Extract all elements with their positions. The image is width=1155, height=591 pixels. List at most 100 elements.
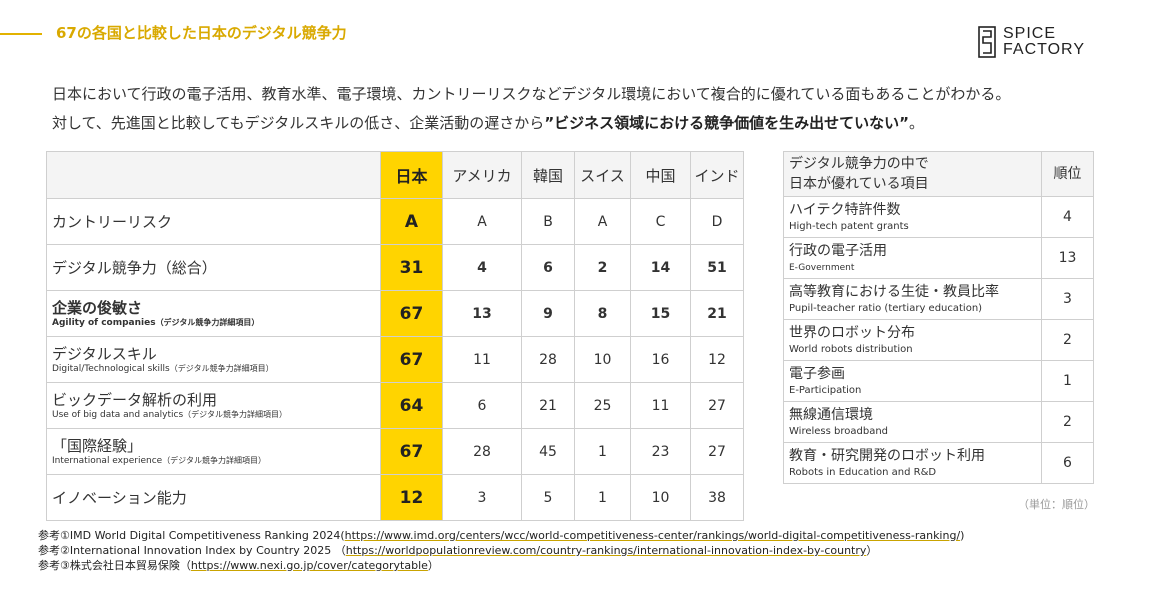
row-label-main: 「国際経験」 — [52, 436, 143, 455]
cell-china: 14 — [630, 244, 691, 291]
cell-india: 21 — [690, 290, 744, 337]
row-label: デジタル競争力（総合） — [46, 244, 381, 291]
strength-sub: Wireless broadband — [789, 425, 889, 437]
strength-rank: 13 — [1041, 237, 1094, 279]
strength-item: 教育・研究開発のロボット利用 Robots in Education and R&… — [783, 442, 1042, 484]
spice-factory-logo: SPICE FACTORY — [978, 26, 1085, 58]
strength-rank: 6 — [1041, 442, 1094, 484]
row-label: イノベーション能力 — [46, 474, 381, 521]
strength-item: ハイテク特許件数 High-tech patent grants — [783, 196, 1042, 238]
cell-india: 51 — [690, 244, 744, 291]
header-blank-cell — [46, 151, 381, 199]
logo-text-spice: SPICE — [1003, 25, 1057, 42]
strength-label: 行政の電子活用 — [789, 242, 887, 259]
cell-korea: B — [521, 198, 575, 245]
row-label: 企業の俊敏さ Agility of companies（デジタル競争力詳細項目） — [46, 290, 381, 337]
cell-japan: 64 — [380, 382, 443, 429]
cell-india: 27 — [690, 428, 744, 475]
strengths-row: 行政の電子活用 E-Government 13 — [783, 237, 1094, 279]
strength-label: 高等教育における生徒・教員比率 — [789, 283, 999, 300]
strengths-header-rank: 順位 — [1041, 151, 1094, 197]
row-label-main: ビックデータ解析の利用 — [52, 390, 218, 409]
strength-rank: 1 — [1041, 360, 1094, 402]
intro-line-2-suffix: 。 — [909, 114, 925, 132]
row-label: カントリーリスク — [46, 198, 381, 245]
reference-link[interactable]: https://www.nexi.go.jp/cover/categorytab… — [190, 559, 428, 572]
cell-japan: 67 — [380, 290, 443, 337]
reference-item: 参考①IMD World Digital Competitiveness Ran… — [38, 528, 964, 543]
column-header-switzerland: スイス — [574, 151, 631, 199]
cell-switzerland: 25 — [574, 382, 631, 429]
strengths-header-line-1: デジタル競争力の中で — [789, 156, 929, 172]
row-label-english: Digital/Technological skills — [52, 363, 170, 374]
reference-link[interactable]: https://worldpopulationreview.com/countr… — [345, 544, 867, 557]
row-label-note: （デジタル競争力詳細項目） — [169, 363, 274, 373]
cell-usa: 4 — [442, 244, 522, 291]
cell-switzerland: 2 — [574, 244, 631, 291]
row-label-main: デジタルスキル — [52, 344, 157, 363]
cell-korea: 45 — [521, 428, 575, 475]
strengths-row: 無線通信環境 Wireless broadband 2 — [783, 401, 1094, 443]
cell-china: 15 — [630, 290, 691, 337]
strength-rank: 2 — [1041, 319, 1094, 361]
reference-item: 参考②International Innovation Index by Cou… — [38, 543, 964, 558]
cell-usa: 3 — [442, 474, 522, 521]
reference-label: 参考③株式会社日本貿易保険（ — [38, 559, 191, 572]
row-label-note: （デジタル競争力詳細項目） — [155, 317, 260, 327]
logo-text-factory: FACTORY — [1003, 41, 1085, 58]
table-header-row: 日本 アメリカ 韓国 スイス 中国 インド — [46, 151, 744, 199]
cell-usa: 13 — [442, 290, 522, 337]
strength-item: 世界のロボット分布 World robots distribution — [783, 319, 1042, 361]
cell-switzerland: 1 — [574, 474, 631, 521]
cell-switzerland: A — [574, 198, 631, 245]
row-label-main: デジタル競争力（総合） — [52, 258, 217, 277]
table-row: デジタルスキル Digital/Technological skills（デジタル… — [46, 336, 744, 383]
unit-note: （単位：順位） — [1018, 498, 1095, 511]
cell-japan: 67 — [380, 428, 443, 475]
table-row: デジタル競争力（総合） 31 4 6 2 14 51 — [46, 244, 744, 291]
cell-india: 38 — [690, 474, 744, 521]
strength-item: 無線通信環境 Wireless broadband — [783, 401, 1042, 443]
row-label-note: （デジタル競争力詳細項目） — [183, 409, 287, 419]
strengths-header-row: デジタル競争力の中で 日本が優れている項目 順位 — [783, 151, 1094, 197]
strengths-row: 高等教育における生徒・教員比率 Pupil-teacher ratio (tert… — [783, 278, 1094, 320]
cell-china: C — [630, 198, 691, 245]
title-accent-line — [0, 33, 42, 35]
row-label-sub: Agility of companies（デジタル競争力詳細項目） — [52, 317, 380, 329]
cell-usa: 6 — [442, 382, 522, 429]
strengths-header-item: デジタル競争力の中で 日本が優れている項目 — [783, 151, 1042, 197]
reference-suffix: ） — [427, 559, 439, 572]
reference-link[interactable]: https://www.imd.org/centers/wcc/world-co… — [344, 529, 961, 542]
reference-item: 参考③株式会社日本貿易保険（https://www.nexi.go.jp/cov… — [38, 558, 964, 573]
comparison-table: 日本 アメリカ 韓国 スイス 中国 インド カントリーリスク A A B A C… — [46, 151, 744, 521]
row-label-sub: Use of big data and analytics（デジタル競争力詳細項… — [52, 409, 380, 421]
row-label-note: （デジタル競争力詳細項目） — [162, 455, 267, 465]
cell-japan: 12 — [380, 474, 443, 521]
cell-switzerland: 10 — [574, 336, 631, 383]
logo-mark-icon — [978, 26, 996, 58]
cell-china: 16 — [630, 336, 691, 383]
row-label-main: 企業の俊敏さ — [52, 298, 143, 317]
reference-label: 参考①IMD World Digital Competitiveness Ran… — [38, 529, 345, 542]
reference-suffix: ) — [960, 529, 965, 542]
cell-japan: 31 — [380, 244, 443, 291]
table-row: ビックデータ解析の利用 Use of big data and analytics… — [46, 382, 744, 429]
cell-india: D — [690, 198, 744, 245]
strength-label: 世界のロボット分布 — [789, 324, 915, 341]
column-header-india: インド — [690, 151, 744, 199]
strength-item: 高等教育における生徒・教員比率 Pupil-teacher ratio (tert… — [783, 278, 1042, 320]
japan-strengths-table: デジタル競争力の中で 日本が優れている項目 順位 ハイテク特許件数 High-tec… — [783, 151, 1094, 484]
row-label-english: Use of big data and analytics — [52, 409, 184, 420]
cell-china: 11 — [630, 382, 691, 429]
intro-line-2-bold: ”ビジネス領域における競争価値を生み出せていない” — [544, 114, 910, 132]
strength-sub: High-tech patent grants — [789, 220, 909, 232]
cell-switzerland: 1 — [574, 428, 631, 475]
page-title: 67の各国と比較した日本のデジタル競争力 — [56, 24, 347, 42]
cell-usa: A — [442, 198, 522, 245]
table-row: 「国際経験」 International experience（デジタル競争力詳細… — [46, 428, 744, 475]
column-header-china: 中国 — [630, 151, 691, 199]
row-label-sub: Digital/Technological skills（デジタル競争力詳細項目… — [52, 363, 380, 375]
cell-india: 12 — [690, 336, 744, 383]
cell-usa: 11 — [442, 336, 522, 383]
strengths-row: 電子参画 E-Participation 1 — [783, 360, 1094, 402]
